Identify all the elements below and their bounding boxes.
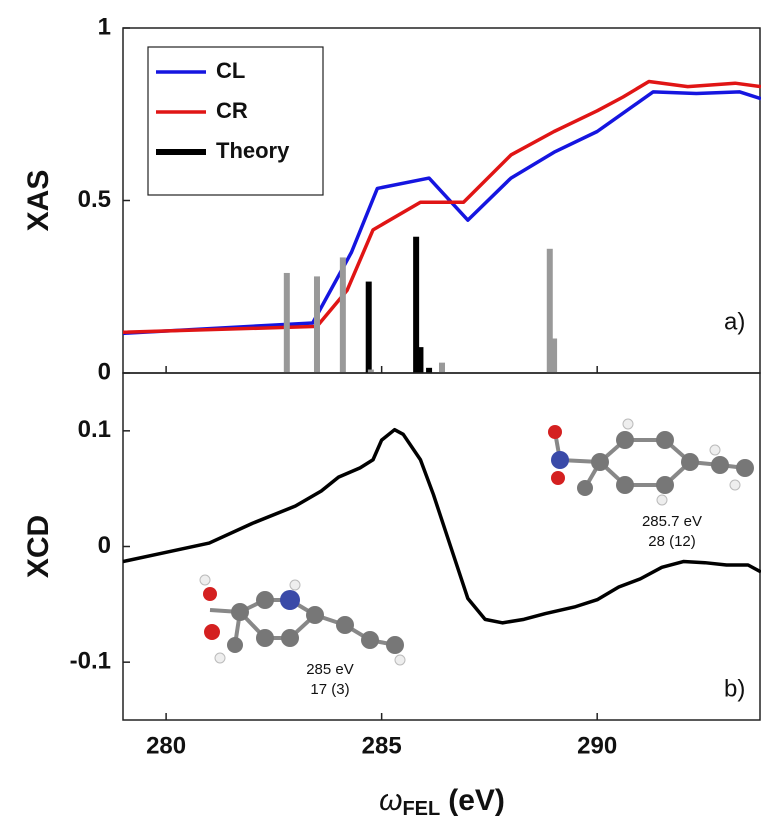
stick <box>340 257 346 373</box>
y-tick-label: 0.5 <box>78 186 111 213</box>
panel-label: b) <box>724 675 745 702</box>
y-axis-label: XCD <box>22 515 55 578</box>
annotation: 285 eV <box>306 661 354 678</box>
panel-label: a) <box>724 308 745 335</box>
x-tick-label: 280 <box>146 732 186 759</box>
stick <box>551 339 557 374</box>
x-axis-label: ωFEL (eV) <box>379 784 505 820</box>
y-tick-label: -0.1 <box>70 648 111 675</box>
legend-label: CR <box>216 98 248 123</box>
molecule-top <box>548 419 754 505</box>
x-label-subscript: FEL <box>402 798 440 820</box>
x-tick-label: 290 <box>577 732 617 759</box>
y-tick-label: 1 <box>98 13 111 40</box>
x-label-symbol: ω <box>379 784 402 817</box>
legend-label: CL <box>216 58 245 83</box>
stick <box>417 347 423 373</box>
annotation: 285.7 eV <box>642 513 702 530</box>
y-tick-label: 0 <box>98 358 111 385</box>
x-tick-label: 285 <box>362 732 402 759</box>
stick <box>426 368 432 373</box>
stick <box>439 363 445 373</box>
stick <box>314 276 320 373</box>
stick <box>366 282 372 373</box>
y-axis-label: XAS <box>22 170 55 232</box>
annotation: 28 (12) <box>648 533 696 550</box>
molecule-bottom <box>200 575 405 665</box>
stick <box>284 273 290 373</box>
y-tick-label: 0 <box>98 532 111 559</box>
annotation: 17 (3) <box>310 681 349 698</box>
legend-label: Theory <box>216 138 290 163</box>
y-tick-label: 0.1 <box>78 416 111 443</box>
chart: a) b) 285.7 eV 28 (12) 285 eV 17 (3) 0 0.… <box>0 0 761 830</box>
x-label-unit: (eV) <box>448 784 505 817</box>
